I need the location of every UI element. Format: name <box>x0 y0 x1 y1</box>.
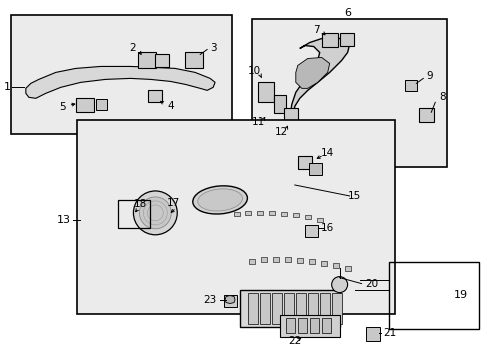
Bar <box>295 293 305 324</box>
Bar <box>283 108 297 126</box>
Bar <box>304 215 310 219</box>
Circle shape <box>133 191 177 235</box>
Bar <box>258 82 273 102</box>
Bar <box>95 99 106 110</box>
Bar <box>419 108 433 122</box>
Bar <box>244 211 250 215</box>
Circle shape <box>139 197 171 229</box>
Text: 6: 6 <box>344 8 350 18</box>
Bar <box>234 212 240 216</box>
Text: 13: 13 <box>57 215 71 225</box>
Bar <box>268 211 274 215</box>
Bar <box>271 293 281 324</box>
Bar <box>155 54 169 67</box>
Text: 11: 11 <box>251 117 264 127</box>
Bar <box>405 80 416 91</box>
Text: 22: 22 <box>287 336 301 346</box>
Bar <box>296 258 302 263</box>
Text: 1: 1 <box>3 82 10 93</box>
Bar <box>365 328 380 341</box>
Polygon shape <box>26 67 215 98</box>
Bar <box>279 315 339 337</box>
Bar <box>297 319 306 333</box>
Text: 19: 19 <box>453 289 468 300</box>
Bar <box>273 95 285 113</box>
Polygon shape <box>289 37 349 142</box>
Bar <box>260 293 269 324</box>
Polygon shape <box>224 296 235 303</box>
Ellipse shape <box>197 189 242 211</box>
Text: 17: 17 <box>166 198 180 208</box>
Text: 2: 2 <box>129 42 136 53</box>
Bar <box>292 213 298 217</box>
Text: 8: 8 <box>438 92 445 102</box>
Text: 18: 18 <box>134 199 147 209</box>
Bar <box>344 266 350 271</box>
Text: 5: 5 <box>59 102 66 112</box>
Bar <box>331 293 341 324</box>
Bar <box>272 257 278 262</box>
Bar <box>321 32 337 46</box>
Bar <box>285 257 290 262</box>
Bar <box>77 120 395 315</box>
Text: 23: 23 <box>203 294 216 305</box>
Bar <box>256 211 263 215</box>
Text: 4: 4 <box>166 101 173 111</box>
Bar <box>308 259 314 264</box>
Text: 15: 15 <box>347 191 361 201</box>
Bar <box>285 319 294 333</box>
Bar <box>76 98 93 112</box>
Bar <box>251 19 447 167</box>
Bar <box>138 53 156 68</box>
Bar <box>118 200 150 228</box>
Bar <box>307 293 317 324</box>
Bar <box>11 15 232 134</box>
Bar <box>309 319 318 333</box>
Text: 16: 16 <box>321 223 334 233</box>
Bar <box>185 53 203 68</box>
Bar <box>320 261 326 266</box>
Bar <box>297 156 311 169</box>
Bar <box>280 212 286 216</box>
Bar <box>339 32 353 45</box>
Ellipse shape <box>192 186 247 214</box>
Bar <box>316 218 322 222</box>
Bar <box>248 259 254 264</box>
Text: 14: 14 <box>321 148 334 158</box>
Bar <box>224 294 237 306</box>
Circle shape <box>331 276 347 293</box>
Text: 3: 3 <box>209 42 216 53</box>
Bar <box>261 257 266 262</box>
Bar <box>321 319 330 333</box>
Text: 12: 12 <box>275 127 288 137</box>
Text: 20: 20 <box>364 279 377 289</box>
Bar <box>240 289 339 328</box>
Bar <box>148 90 162 102</box>
Bar <box>308 163 321 175</box>
Bar <box>332 263 338 268</box>
Bar <box>319 293 329 324</box>
Bar <box>283 293 293 324</box>
Text: 21: 21 <box>382 328 395 338</box>
Bar <box>247 293 258 324</box>
Bar <box>388 262 478 329</box>
Text: 10: 10 <box>247 67 260 76</box>
Text: 7: 7 <box>313 24 319 35</box>
Bar <box>304 225 317 237</box>
Text: 9: 9 <box>425 71 432 81</box>
Polygon shape <box>295 58 329 88</box>
